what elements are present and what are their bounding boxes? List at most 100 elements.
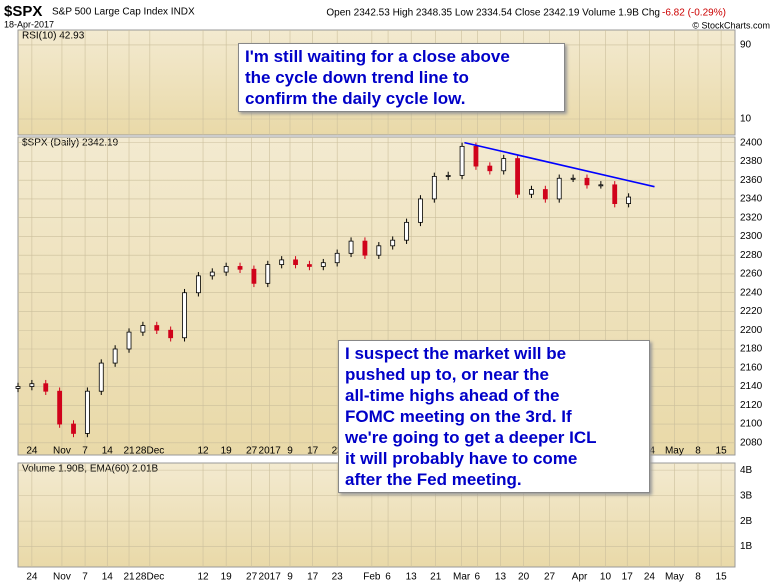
candle-body <box>598 184 604 187</box>
date: 18-Apr-2017 <box>4 19 54 29</box>
candle-body <box>362 240 368 256</box>
candle-body <box>542 189 548 200</box>
annotation-line: the cycle down trend line to <box>245 68 469 87</box>
quote: Open 2342.53 High 2348.35 Low 2334.54 Cl… <box>326 8 660 19</box>
candle-body <box>168 329 174 339</box>
x-tick-label: 28Dec <box>135 446 164 457</box>
x-tick-label: Feb <box>363 572 381 583</box>
annotation-line: confirm the daily cycle low. <box>245 89 466 108</box>
candle-body <box>529 189 534 195</box>
x-tick-label: 21 <box>123 446 135 457</box>
x-tick-label: 9 <box>287 572 293 583</box>
y-tick-label: 4B <box>740 465 753 476</box>
y-tick-label: 1B <box>740 541 753 552</box>
x-tick-label: 14 <box>102 446 114 457</box>
x-tick-label: 24 <box>26 572 38 583</box>
x-tick-label: 13 <box>495 572 507 583</box>
x-tick-label: 2017 <box>259 446 282 457</box>
y-tick-label: 2340 <box>740 194 763 205</box>
x-tick-label: 24 <box>26 446 38 457</box>
candle-body <box>501 158 507 172</box>
x-tick-label: 15 <box>716 572 728 583</box>
x-tick-label: May <box>665 446 684 457</box>
y-tick-label: 2120 <box>740 400 763 411</box>
x-tick-label: 20 <box>518 572 530 583</box>
candle-body <box>196 275 201 294</box>
x-tick-label: 10 <box>600 572 612 583</box>
candle-body <box>140 325 146 333</box>
y-tick-label: 2140 <box>740 381 763 392</box>
y-tick-label: 2160 <box>740 362 763 373</box>
x-tick-label: 6 <box>385 572 391 583</box>
y-tick-label: 2400 <box>740 137 763 148</box>
trend-line <box>464 141 655 188</box>
annotation-line: it will probably have to come <box>345 449 578 468</box>
x-tick-label: 23 <box>332 446 344 457</box>
candle-body <box>556 177 562 200</box>
x-tick-label: May <box>665 572 684 583</box>
price-label: $SPX (Daily) 2342.19 <box>22 138 119 149</box>
x-tick-label: Apr <box>572 572 588 583</box>
candle-body <box>445 175 451 177</box>
x-tick-label: 21 <box>430 572 442 583</box>
x-tick-label: 17 <box>307 446 319 457</box>
x-tick-label: 8 <box>695 572 701 583</box>
candle-body <box>57 390 63 425</box>
y-tick-label: 2180 <box>740 344 763 355</box>
candle-body <box>126 331 132 350</box>
candle-body <box>473 145 479 167</box>
x-tick-label: 28Dec <box>135 572 164 583</box>
candle-body <box>43 383 49 392</box>
candle-body <box>112 348 118 364</box>
y-tick-label: 2300 <box>740 231 763 242</box>
candle-body <box>293 259 298 265</box>
annotation: I'm still waiting for a close above the c… <box>238 43 565 112</box>
candle-body <box>320 262 326 267</box>
name: S&P 500 Large Cap Index INDX <box>52 7 195 18</box>
y-tick-label: 2360 <box>740 175 763 186</box>
candle-body <box>182 292 187 339</box>
x-tick-label: 19 <box>221 446 233 457</box>
candle-body <box>251 268 257 284</box>
candle-body <box>348 240 354 254</box>
candle-body <box>418 198 423 223</box>
candle-body <box>154 325 160 331</box>
y-tick-label: 2100 <box>740 419 763 430</box>
x-tick-label: Nov <box>53 572 71 583</box>
x-tick-label: 27 <box>246 446 258 457</box>
annotation: I suspect the market will be pushed up to… <box>338 340 650 493</box>
x-tick-label: 2017 <box>259 572 282 583</box>
candle-body <box>334 252 340 264</box>
candle-body <box>515 158 520 195</box>
candle-body <box>307 264 312 267</box>
x-tick-label: 24 <box>644 572 656 583</box>
candle-body <box>612 184 618 205</box>
candle-body <box>84 390 90 434</box>
candle-body <box>15 386 21 389</box>
candle-body <box>29 383 35 387</box>
candle-body <box>570 177 576 180</box>
x-tick-label: 7 <box>82 446 88 457</box>
x-tick-label: 12 <box>197 572 209 583</box>
candle-body <box>404 221 409 241</box>
candle-body <box>376 245 382 256</box>
annotation-line: FOMC meeting on the 3rd. If <box>345 407 572 426</box>
x-tick-label: 17 <box>307 572 319 583</box>
x-tick-label: 12 <box>197 446 209 457</box>
y-tick-label: 2260 <box>740 269 763 280</box>
x-tick-label: 23 <box>332 572 344 583</box>
annotation-line: I suspect the market will be <box>345 344 567 363</box>
x-tick-label: 15 <box>716 446 728 457</box>
x-tick-label: 21 <box>123 572 135 583</box>
x-tick-label: 6 <box>475 572 481 583</box>
x-tick-label: 27 <box>544 572 556 583</box>
y-tick-label: 2280 <box>740 250 763 261</box>
candle-body <box>459 145 465 176</box>
x-tick-label: 14 <box>102 572 114 583</box>
candle-body <box>487 165 493 172</box>
source: © StockCharts.com <box>692 20 770 30</box>
y-tick-label: 2080 <box>740 437 763 448</box>
y-tick-label: 2380 <box>740 156 763 167</box>
y-tick-label: 2240 <box>740 287 763 298</box>
